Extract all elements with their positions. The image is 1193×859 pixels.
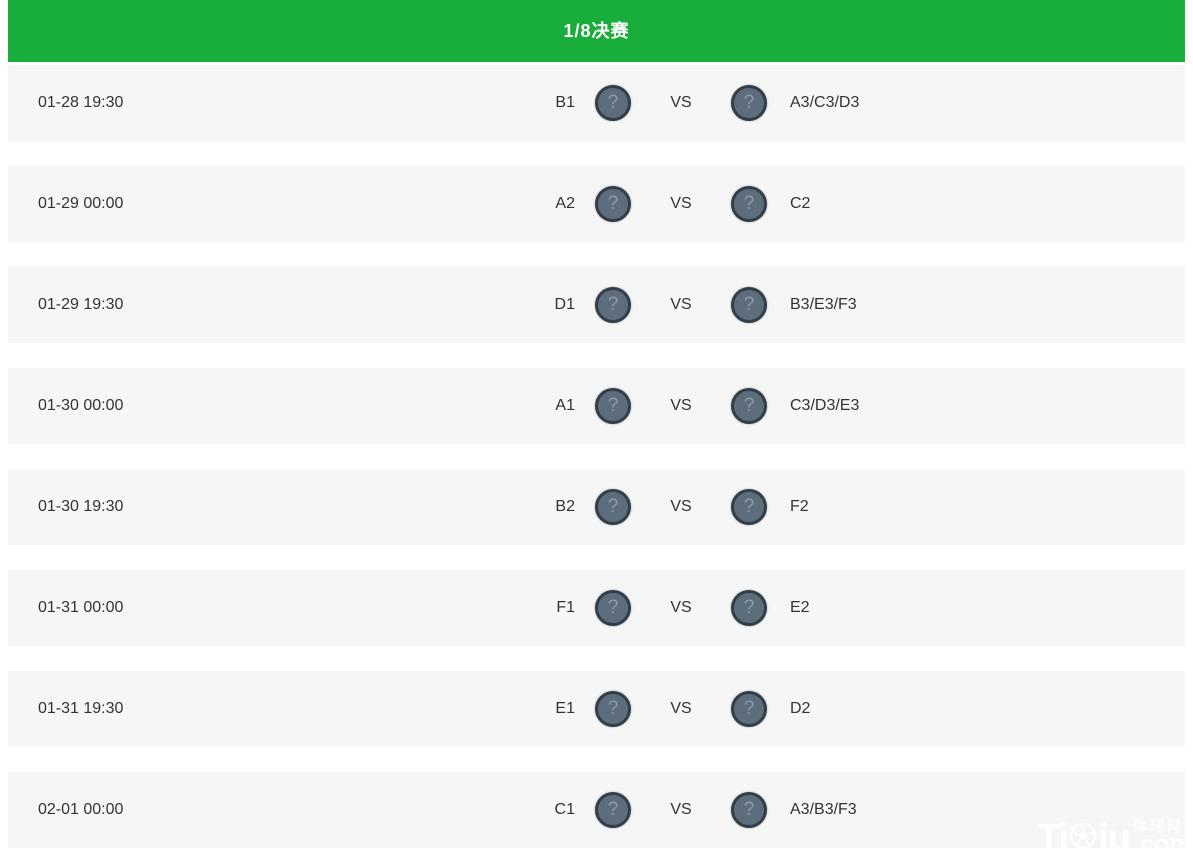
question-glyph: ? xyxy=(743,698,755,719)
question-glyph: ? xyxy=(607,395,619,416)
away-team-question-badge-icon: ? xyxy=(731,489,767,525)
question-glyph: ? xyxy=(607,294,619,315)
home-team-question-badge-icon: ? xyxy=(595,691,631,727)
home-team-question-badge-icon: ? xyxy=(595,590,631,626)
question-glyph: ? xyxy=(743,496,755,517)
home-team-question-badge-icon: ? xyxy=(595,792,631,828)
match-row: 02-01 00:00 C1 ? VS ? A3/B3/F3 xyxy=(8,772,1185,848)
vs-label: VS xyxy=(670,397,692,414)
question-glyph: ? xyxy=(607,193,619,214)
vs-label: VS xyxy=(670,195,692,212)
match-time: 01-28 19:30 xyxy=(38,94,124,111)
match-time: 01-30 19:30 xyxy=(38,498,124,515)
match-row: 01-30 00:00 A1 ? VS ? C3/D3/E3 xyxy=(8,368,1185,444)
home-team-question-badge-icon: ? xyxy=(595,489,631,525)
away-team-question-badge-icon: ? xyxy=(731,85,767,121)
match-row: 01-28 19:30 B1 ? VS ? A3/C3/D3 xyxy=(8,65,1185,141)
vs-label: VS xyxy=(670,498,692,515)
match-row: 01-29 00:00 A2 ? VS ? C2 xyxy=(8,166,1185,242)
round-header: 1/8决赛 xyxy=(8,0,1185,62)
home-team-label: F1 xyxy=(556,599,575,616)
match-time: 02-01 00:00 xyxy=(38,801,124,818)
away-team-label: C3/D3/E3 xyxy=(790,397,860,414)
vs-label: VS xyxy=(670,296,692,313)
match-row: 01-30 19:30 B2 ? VS ? F2 xyxy=(8,469,1185,545)
away-team-question-badge-icon: ? xyxy=(731,186,767,222)
away-team-question-badge-icon: ? xyxy=(731,388,767,424)
home-team-question-badge-icon: ? xyxy=(595,186,631,222)
away-team-label: D2 xyxy=(790,700,811,717)
match-time: 01-29 19:30 xyxy=(38,296,124,313)
question-glyph: ? xyxy=(607,496,619,517)
home-team-label: A1 xyxy=(555,397,575,414)
away-team-question-badge-icon: ? xyxy=(731,792,767,828)
away-team-label: F2 xyxy=(790,498,809,515)
match-time: 01-29 00:00 xyxy=(38,195,124,212)
home-team-label: A2 xyxy=(555,195,575,212)
away-team-question-badge-icon: ? xyxy=(731,590,767,626)
round-title: 1/8决赛 xyxy=(563,21,630,41)
away-team-question-badge-icon: ? xyxy=(731,287,767,323)
vs-label: VS xyxy=(670,94,692,111)
away-team-question-badge-icon: ? xyxy=(731,691,767,727)
match-time: 01-31 00:00 xyxy=(38,599,124,616)
question-glyph: ? xyxy=(607,92,619,113)
home-team-label: B1 xyxy=(555,94,575,111)
question-glyph: ? xyxy=(743,395,755,416)
vs-label: VS xyxy=(670,700,692,717)
away-team-label: A3/B3/F3 xyxy=(790,801,857,818)
question-glyph: ? xyxy=(743,92,755,113)
home-team-label: C1 xyxy=(554,801,575,818)
away-team-label: E2 xyxy=(790,599,810,616)
away-team-label: C2 xyxy=(790,195,811,212)
question-glyph: ? xyxy=(607,597,619,618)
question-glyph: ? xyxy=(743,193,755,214)
vs-label: VS xyxy=(670,599,692,616)
question-glyph: ? xyxy=(743,597,755,618)
match-row: 01-29 19:30 D1 ? VS ? B3/E3/F3 xyxy=(8,267,1185,343)
home-team-question-badge-icon: ? xyxy=(595,388,631,424)
schedule-board: 1/8决赛 01-28 19:30 B1 ? VS ? A3/C3/D3 01-… xyxy=(8,0,1185,848)
away-team-label: B3/E3/F3 xyxy=(790,296,857,313)
match-time: 01-30 00:00 xyxy=(38,397,124,414)
home-team-label: B2 xyxy=(555,498,575,515)
home-team-label: E1 xyxy=(555,700,575,717)
question-glyph: ? xyxy=(607,698,619,719)
match-time: 01-31 19:30 xyxy=(38,700,124,717)
match-list: 01-28 19:30 B1 ? VS ? A3/C3/D3 01-29 00:… xyxy=(8,65,1185,848)
home-team-question-badge-icon: ? xyxy=(595,85,631,121)
match-row: 01-31 00:00 F1 ? VS ? E2 xyxy=(8,570,1185,646)
away-team-label: A3/C3/D3 xyxy=(790,94,860,111)
match-row: 01-31 19:30 E1 ? VS ? D2 xyxy=(8,671,1185,747)
vs-label: VS xyxy=(670,801,692,818)
home-team-question-badge-icon: ? xyxy=(595,287,631,323)
question-glyph: ? xyxy=(607,799,619,820)
home-team-label: D1 xyxy=(554,296,575,313)
question-glyph: ? xyxy=(743,294,755,315)
question-glyph: ? xyxy=(743,799,755,820)
